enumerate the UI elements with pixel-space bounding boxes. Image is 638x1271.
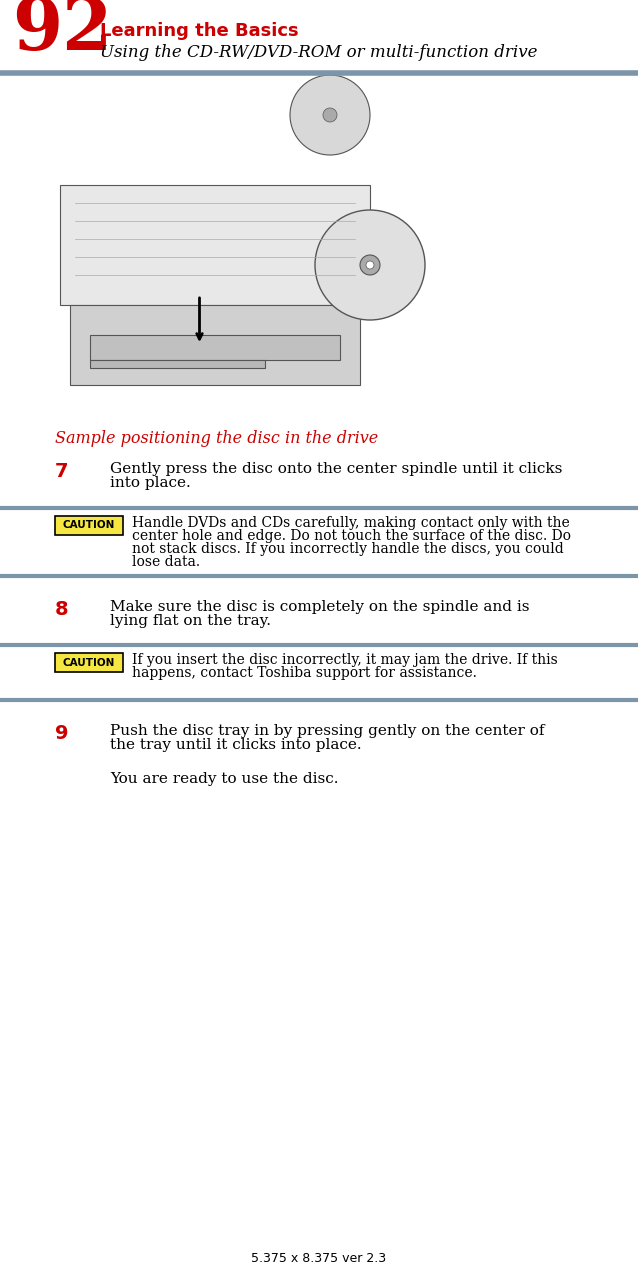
Text: Sample positioning the disc in the drive: Sample positioning the disc in the drive — [55, 430, 378, 447]
Text: the tray until it clicks into place.: the tray until it clicks into place. — [110, 738, 362, 752]
Text: 7: 7 — [55, 461, 68, 480]
Bar — [90, 336, 340, 360]
Circle shape — [315, 210, 425, 320]
Bar — [60, 186, 370, 305]
Text: lying flat on the tray.: lying flat on the tray. — [110, 614, 271, 628]
Bar — [70, 305, 360, 385]
Bar — [90, 360, 265, 369]
Text: Make sure the disc is completely on the spindle and is: Make sure the disc is completely on the … — [110, 600, 530, 614]
Text: CAUTION: CAUTION — [63, 657, 115, 667]
Circle shape — [290, 75, 370, 155]
Text: Learning the Basics: Learning the Basics — [100, 22, 299, 39]
Text: Push the disc tray in by pressing gently on the center of: Push the disc tray in by pressing gently… — [110, 724, 544, 738]
Text: center hole and edge. Do not touch the surface of the disc. Do: center hole and edge. Do not touch the s… — [132, 529, 571, 543]
Text: 92: 92 — [12, 0, 112, 65]
Circle shape — [360, 255, 380, 275]
Text: If you insert the disc incorrectly, it may jam the drive. If this: If you insert the disc incorrectly, it m… — [132, 653, 558, 667]
Text: Handle DVDs and CDs carefully, making contact only with the: Handle DVDs and CDs carefully, making co… — [132, 516, 570, 530]
Text: You are ready to use the disc.: You are ready to use the disc. — [110, 771, 339, 785]
Text: 9: 9 — [55, 724, 68, 744]
Text: 5.375 x 8.375 ver 2.3: 5.375 x 8.375 ver 2.3 — [251, 1252, 387, 1265]
Bar — [55, 516, 123, 535]
Text: CAUTION: CAUTION — [63, 521, 115, 530]
Text: happens, contact Toshiba support for assistance.: happens, contact Toshiba support for ass… — [132, 666, 477, 680]
Text: Gently press the disc onto the center spindle until it clicks: Gently press the disc onto the center sp… — [110, 461, 562, 477]
Text: into place.: into place. — [110, 477, 191, 491]
Circle shape — [323, 108, 337, 122]
Text: not stack discs. If you incorrectly handle the discs, you could: not stack discs. If you incorrectly hand… — [132, 541, 564, 555]
Text: Using the CD-RW/DVD-ROM or multi-function drive: Using the CD-RW/DVD-ROM or multi-functio… — [100, 44, 537, 61]
Bar — [55, 653, 123, 672]
Text: lose data.: lose data. — [132, 555, 200, 569]
Text: 8: 8 — [55, 600, 69, 619]
Circle shape — [366, 261, 374, 269]
